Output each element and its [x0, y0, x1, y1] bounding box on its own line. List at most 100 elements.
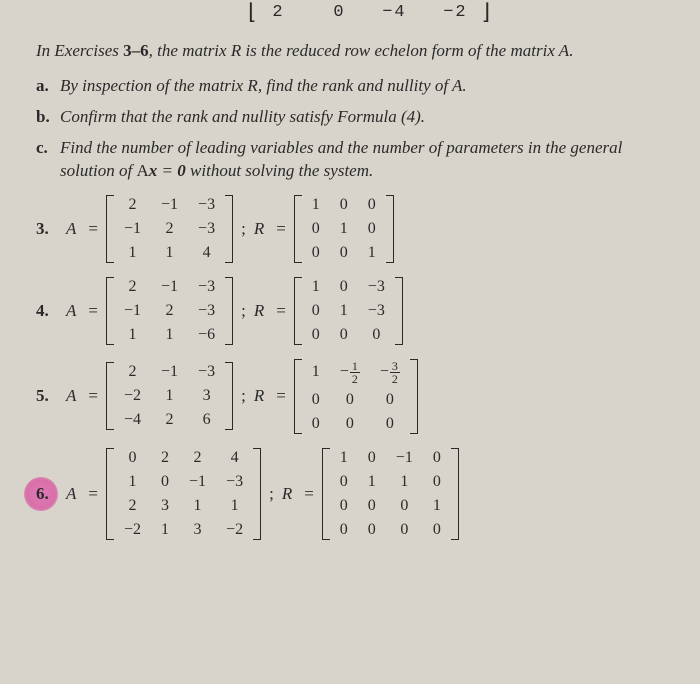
- problem-number: 6.: [36, 484, 64, 504]
- symbol-R: R: [254, 386, 264, 406]
- part-c: c. Find the number of leading variables …: [36, 137, 664, 183]
- matrix-cell: −4: [114, 408, 151, 432]
- instr-prefix: In Exercises: [36, 41, 123, 60]
- matrix-cell: 0: [358, 217, 386, 241]
- matrix-cell: 1: [114, 470, 151, 494]
- matrix-cell: 1: [114, 241, 151, 265]
- equation: A=2−1−3−213−426;R=1−12−32000000: [64, 357, 420, 436]
- semicolon: ;: [241, 386, 246, 406]
- problem-4: 4.A=2−1−3−12−311−6;R=10−301−3000: [36, 275, 664, 347]
- matrix-cell: 1: [330, 446, 358, 470]
- matrix: 2−1−3−213−426: [106, 360, 233, 432]
- matrix-cell: 1: [358, 470, 386, 494]
- textbook-page: ⌊ 2 0 −4 −2 ⌋ In Exercises 3–6, the matr…: [0, 0, 700, 572]
- matrix-cell: 2: [151, 446, 179, 470]
- matrix-cell: 0: [358, 446, 386, 470]
- matrix-cell: 1: [114, 323, 151, 347]
- matrix-cell: −3: [188, 275, 225, 299]
- matrix-cell: −3: [358, 299, 395, 323]
- matrix-cell: 2: [114, 193, 151, 217]
- matrix-cell: −3: [188, 299, 225, 323]
- matrix: 10−10011000010000: [322, 446, 459, 542]
- matrix-cell: 0: [330, 412, 370, 436]
- problem-number: 5.: [36, 386, 64, 406]
- symbol-R: R: [254, 301, 264, 321]
- matrix-cell: −2: [216, 518, 253, 542]
- part-label: a.: [36, 75, 60, 98]
- matrix-cell: 0: [151, 470, 179, 494]
- equals: =: [88, 484, 98, 504]
- partial-matrix-row: ⌊ 2 0 −4 −2 ⌋: [36, 0, 664, 26]
- matrix-cell: 1: [179, 494, 216, 518]
- part-b: b. Confirm that the rank and nullity sat…: [36, 106, 664, 129]
- semicolon: ;: [241, 219, 246, 239]
- instr-rest: , the matrix R is the reduced row echelo…: [149, 41, 574, 60]
- equation: A=022410−1−32311−213−2;R=10−100110000100…: [64, 446, 461, 542]
- cell: −4: [382, 3, 406, 22]
- matrix-cell: −3: [216, 470, 253, 494]
- equals: =: [276, 219, 286, 239]
- matrix-cell: 2: [151, 217, 188, 241]
- matrix-cell: 0: [114, 446, 151, 470]
- equation: A=2−1−3−12−311−6;R=10−301−3000: [64, 275, 405, 347]
- semicolon: ;: [241, 301, 246, 321]
- part-text: By inspection of the matrix R, find the …: [60, 75, 664, 98]
- part-text: Find the number of leading variables and…: [60, 137, 664, 183]
- equals: =: [276, 301, 286, 321]
- matrix-cell: 1: [358, 241, 386, 265]
- matrix-cell: −2: [114, 384, 151, 408]
- matrix: 2−1−3−12−311−6: [106, 275, 233, 347]
- instructions-text: In Exercises 3–6, the matrix R is the re…: [36, 40, 664, 63]
- matrix-cell: −32: [370, 357, 410, 388]
- part-a: a. By inspection of the matrix R, find t…: [36, 75, 664, 98]
- matrix-cell: 2: [179, 446, 216, 470]
- matrix-cell: 0: [386, 494, 423, 518]
- matrix-cell: 0: [302, 388, 330, 412]
- matrix-cell: 0: [370, 412, 410, 436]
- problem-5: 5.A=2−1−3−213−426;R=1−12−32000000: [36, 357, 664, 436]
- equals: =: [88, 386, 98, 406]
- matrix-cell: 0: [386, 518, 423, 542]
- equation: A=2−1−3−12−3114;R=100010001: [64, 193, 396, 265]
- matrix-cell: 0: [330, 470, 358, 494]
- symbol-A: A: [66, 219, 76, 239]
- matrix-cell: 3: [188, 384, 225, 408]
- matrix-cell: 0: [330, 388, 370, 412]
- matrix-cell: 1: [302, 193, 330, 217]
- matrix-cell: 2: [114, 360, 151, 384]
- matrix-cell: 1: [386, 470, 423, 494]
- part-label: c.: [36, 137, 60, 183]
- matrix-cell: 0: [302, 241, 330, 265]
- matrix-cell: −1: [114, 217, 151, 241]
- matrix-cell: −1: [114, 299, 151, 323]
- matrix-cell: 0: [330, 275, 358, 299]
- equals: =: [88, 301, 98, 321]
- matrix-cell: 1: [330, 217, 358, 241]
- matrix-cell: 1: [151, 384, 188, 408]
- symbol-A: A: [66, 386, 76, 406]
- matrix-cell: −1: [151, 275, 188, 299]
- matrix-cell: 4: [216, 446, 253, 470]
- matrix-cell: 2: [114, 275, 151, 299]
- matrix-cell: 0: [330, 518, 358, 542]
- matrix-cell: 1: [151, 518, 179, 542]
- matrix-cell: −3: [188, 193, 225, 217]
- parts-list: a. By inspection of the matrix R, find t…: [36, 75, 664, 183]
- cell: 2: [272, 3, 284, 22]
- matrix-cell: 0: [330, 323, 358, 347]
- matrix-cell: 3: [151, 494, 179, 518]
- problem-number: 4.: [36, 301, 64, 321]
- matrix-cell: 0: [370, 388, 410, 412]
- matrix-cell: 0: [358, 494, 386, 518]
- cell: 0: [333, 3, 345, 22]
- matrix-cell: −3: [188, 217, 225, 241]
- equals: =: [304, 484, 314, 504]
- matrix-cell: 0: [302, 217, 330, 241]
- equals: =: [88, 219, 98, 239]
- matrix: 100010001: [294, 193, 394, 265]
- matrix-cell: 6: [188, 408, 225, 432]
- symbol-A: A: [66, 301, 76, 321]
- part-text: Confirm that the rank and nullity satisf…: [60, 106, 664, 129]
- matrix: 022410−1−32311−213−2: [106, 446, 261, 542]
- matrix-cell: 1: [330, 299, 358, 323]
